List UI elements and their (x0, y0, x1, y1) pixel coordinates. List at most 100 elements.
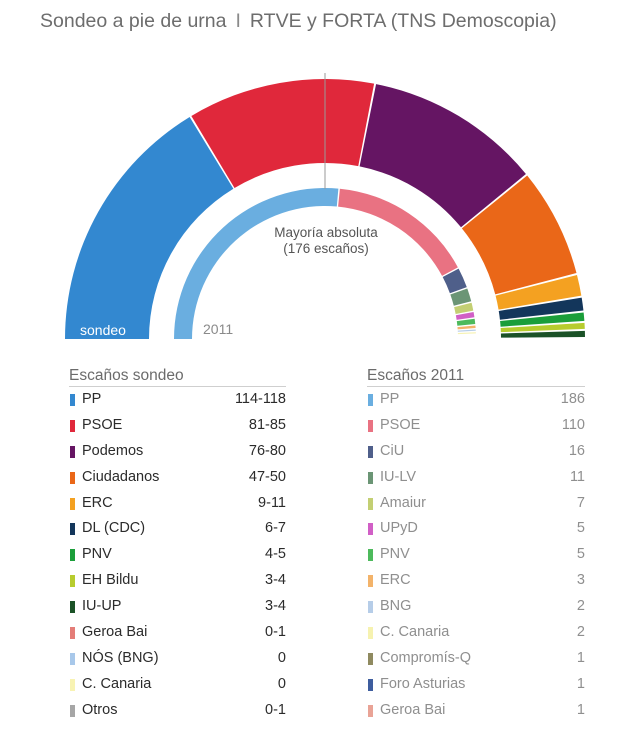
sondeo-row: C. Canaria 0 (69, 672, 286, 698)
seat-count: 7 (576, 494, 585, 511)
party-name: PNV (380, 546, 410, 563)
seat-count: 9-11 (258, 494, 286, 511)
segment-ciudadanos (461, 175, 577, 295)
seat-count: 11 (569, 468, 585, 485)
majority-sublabel: (176 escaños) (283, 241, 369, 256)
seat-count: 0 (277, 675, 286, 692)
party-name: Geroa Bai (82, 624, 148, 641)
segment-pnv (456, 318, 476, 326)
seat-count: 0 (277, 649, 286, 666)
sondeo-row: Podemos 76-80 (69, 439, 286, 465)
party-name: C. Canaria (380, 624, 450, 641)
inner-ring-label: 2011 (203, 321, 233, 337)
party-name: EH Bildu (82, 572, 139, 589)
party-name: PP (380, 391, 400, 407)
segment-pp (174, 187, 339, 339)
segment-dl-cdc- (498, 297, 584, 320)
seat-count: 0-1 (265, 624, 286, 641)
party-name: Podemos (82, 442, 144, 459)
segment-bng (457, 329, 476, 332)
seat-count: 3-4 (265, 572, 286, 589)
table-sondeo-heading: Escaños sondeo (69, 360, 286, 387)
segment-podemos (359, 84, 526, 228)
color-swatch (70, 601, 75, 614)
y2011-row: Compromís-Q 1 (367, 646, 585, 672)
sondeo-row: ERC 9-11 (69, 491, 286, 517)
seat-count: 81-85 (248, 416, 286, 433)
segment-erc (457, 325, 476, 330)
title-left: Sondeo a pie de urna (40, 10, 227, 32)
seat-count: 76-80 (248, 442, 286, 459)
sondeo-row: Otros 0-1 (69, 698, 286, 724)
party-name: PSOE (82, 416, 123, 433)
seat-count: 0-1 (265, 701, 286, 718)
color-swatch (70, 575, 75, 588)
y2011-row: Amaiur 7 (367, 491, 585, 517)
seat-count: 114-118 (234, 391, 286, 407)
sondeo-row: IU-UP 3-4 (69, 594, 286, 620)
seat-count: 3 (576, 572, 585, 589)
y2011-row: PNV 5 (367, 542, 585, 568)
party-name: IU-LV (380, 468, 416, 485)
outer-ring-label: sondeo (80, 322, 126, 338)
party-name: Foro Asturias (380, 675, 466, 692)
party-name: IU-UP (82, 598, 122, 615)
party-name: Ciudadanos (82, 468, 160, 485)
color-swatch (368, 394, 373, 406)
hemicycle-chart: Mayoría absoluta (176 escaños) sondeo 20… (65, 73, 585, 339)
table-sondeo: Escaños sondeo PP 114-118 PSOE 81-85 Podemos… (69, 360, 286, 724)
segment-iu-up (500, 330, 585, 338)
y2011-row: PP 186 (367, 387, 585, 413)
table-2011: Escaños 2011 PP 186 PSOE 110 CiU 16 IU-LV 11 Ama… (367, 360, 585, 724)
party-name: PSOE (380, 416, 421, 433)
sondeo-row: DL (CDC) 6-7 (69, 516, 286, 542)
party-name: UPyD (380, 520, 418, 537)
segment-erc (495, 274, 582, 310)
sondeo-row: PSOE 81-85 (69, 413, 286, 439)
segment-ciu (442, 268, 467, 294)
party-name: NÓS (BNG) (82, 649, 159, 666)
seat-count: 2 (576, 624, 585, 641)
outer-ring-sondeo (65, 78, 585, 339)
color-swatch (368, 575, 373, 588)
seat-count: 186 (560, 391, 585, 407)
segment-upyd (455, 312, 475, 320)
sondeo-row: PP 114-118 (69, 387, 286, 413)
color-swatch (368, 523, 373, 536)
segment-psoe (338, 188, 458, 276)
segment-pp (65, 117, 234, 339)
color-swatch (70, 704, 75, 717)
party-name: CiU (380, 442, 405, 459)
seat-count: 16 (568, 442, 585, 459)
color-swatch (70, 471, 75, 484)
y2011-row: ERC 3 (367, 568, 585, 594)
y2011-row: Geroa Bai 1 (367, 698, 585, 724)
seat-count: 6-7 (265, 520, 286, 537)
color-swatch (70, 394, 75, 406)
color-swatch (368, 445, 373, 458)
color-swatch (368, 419, 373, 432)
color-swatch (70, 627, 75, 640)
y2011-row: PSOE 110 (367, 413, 585, 439)
y2011-row: BNG 2 (367, 594, 585, 620)
segment-amaiur (454, 302, 474, 314)
party-name: PP (82, 391, 102, 407)
color-swatch (70, 523, 75, 536)
table-2011-rows: PP 186 PSOE 110 CiU 16 IU-LV 11 Amaiur 7 UPyD 5 PNV 5… (367, 387, 585, 724)
color-swatch (368, 497, 373, 510)
y2011-row: Foro Asturias 1 (367, 672, 585, 698)
inner-ring-2011 (174, 187, 476, 339)
sondeo-row: EH Bildu 3-4 (69, 568, 286, 594)
seat-count: 5 (576, 520, 585, 537)
segment-psoe (191, 78, 375, 189)
y2011-row: IU-LV 11 (367, 465, 585, 491)
party-name: Geroa Bai (380, 701, 446, 718)
title-separator: I (235, 10, 241, 32)
color-swatch (70, 678, 75, 691)
y2011-row: UPyD 5 (367, 516, 585, 542)
color-swatch (70, 445, 75, 458)
y2011-row: CiU 16 (367, 439, 585, 465)
color-swatch (368, 549, 373, 562)
seat-count: 5 (576, 546, 585, 563)
seat-count: 4-5 (265, 546, 286, 563)
